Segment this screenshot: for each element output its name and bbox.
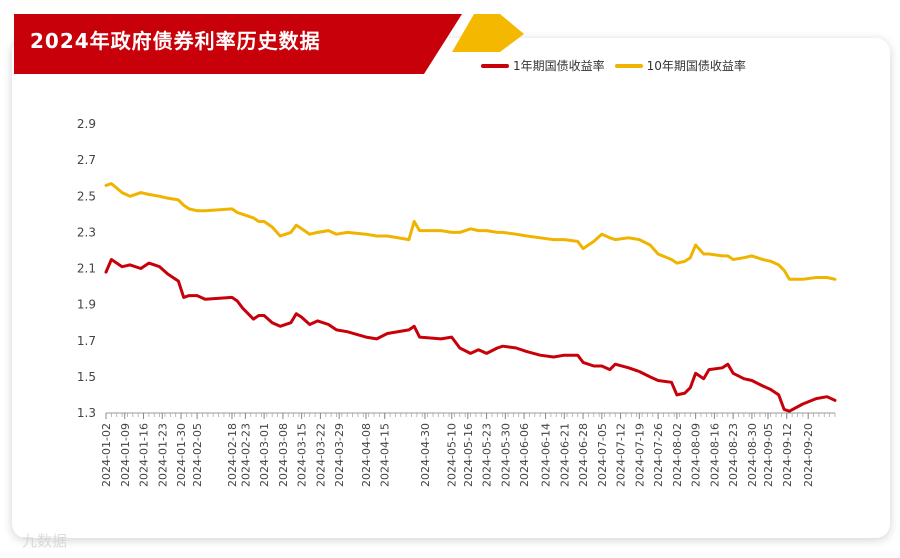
x-tick-label: 2024-04-30: [419, 423, 432, 487]
x-tick-label: 2024-01-16: [138, 423, 151, 487]
x-tick-label: 2024-01-09: [119, 423, 132, 487]
x-tick-label: 2024-07-19: [633, 423, 646, 487]
chart-card: [12, 38, 890, 538]
y-tick-label: 2.9: [77, 117, 96, 131]
legend-item-10y[interactable]: 10年期国债收益率: [614, 57, 746, 74]
x-tick-label: 2024-02-18: [226, 423, 239, 487]
x-tick-label: 2024-06-21: [558, 423, 571, 487]
x-tick-label: 2024-06-14: [540, 423, 553, 487]
x-tick-label: 2024-07-05: [596, 423, 609, 487]
x-tick-label: 2024-01-23: [156, 423, 169, 487]
legend: 1年期国债收益率 10年期国债收益率: [481, 57, 756, 74]
x-tick-label: 2024-06-06: [518, 423, 531, 487]
x-tick-label: 2024-02-05: [191, 423, 204, 487]
x-tick-label: 2024-07-26: [652, 423, 665, 487]
y-tick-label: 2.3: [77, 225, 96, 239]
watermark-text: 九数据: [22, 532, 68, 550]
x-tick-label: 2024-09-12: [781, 423, 794, 487]
x-tick-label: 2024-09-05: [762, 423, 775, 487]
x-tick-label: 2024-08-09: [690, 423, 703, 487]
banner-red-shape: [14, 14, 462, 74]
x-tick-label: 2024-04-15: [379, 423, 392, 487]
banner-yellow-shape: [452, 14, 524, 52]
y-tick-label: 2.7: [77, 153, 96, 167]
chart-title: 2024年政府债券利率历史数据: [30, 29, 321, 53]
x-tick-label: 2024-05-10: [446, 423, 459, 487]
series-line-10y: [104, 182, 837, 281]
x-tick-label: 2024-01-30: [175, 423, 188, 487]
x-tick-label: 2024-06-28: [577, 423, 590, 487]
x-tick-label: 2024-05-16: [462, 423, 475, 487]
x-tick-label: 2024-03-08: [277, 423, 290, 487]
x-tick-label: 2024-04-08: [360, 423, 373, 487]
x-tick-label: 2024-08-23: [727, 423, 740, 487]
x-tick-label: 2024-09-20: [802, 423, 815, 487]
x-tick-label: 2024-08-02: [671, 423, 684, 487]
x-tick-label: 2024-08-30: [746, 423, 759, 487]
x-tick-label: 2024-03-22: [314, 423, 327, 487]
legend-swatch-10y: [614, 63, 643, 68]
x-tick-label: 2024-08-16: [708, 423, 721, 487]
y-tick-label: 2.1: [77, 262, 96, 276]
x-tick-label: 2024-05-23: [481, 423, 494, 487]
y-tick-label: 1.3: [77, 406, 96, 420]
title-banner: [14, 14, 462, 74]
x-tick-label: 2024-03-01: [258, 423, 271, 487]
legend-item-1y[interactable]: 1年期国债收益率: [481, 57, 605, 74]
x-tick-label: 2024-07-12: [615, 423, 628, 487]
x-tick-label: 2024-03-29: [333, 423, 346, 487]
legend-label-10y: 10年期国债收益率: [646, 59, 746, 73]
legend-swatch-1y: [481, 63, 509, 68]
series-line-1y: [104, 258, 837, 413]
legend-label-1y: 1年期国债收益率: [513, 59, 605, 73]
y-tick-label: 2.5: [77, 189, 96, 203]
x-tick-label: 2024-02-23: [239, 423, 252, 487]
x-tick-label: 2024-03-15: [296, 423, 309, 487]
y-tick-label: 1.9: [77, 298, 96, 312]
banner-accent: [452, 14, 524, 52]
x-tick-label: 2024-01-02: [100, 423, 113, 487]
y-tick-label: 1.5: [77, 370, 96, 384]
y-tick-label: 1.7: [77, 334, 96, 348]
x-tick-label: 2024-05-30: [499, 423, 512, 487]
